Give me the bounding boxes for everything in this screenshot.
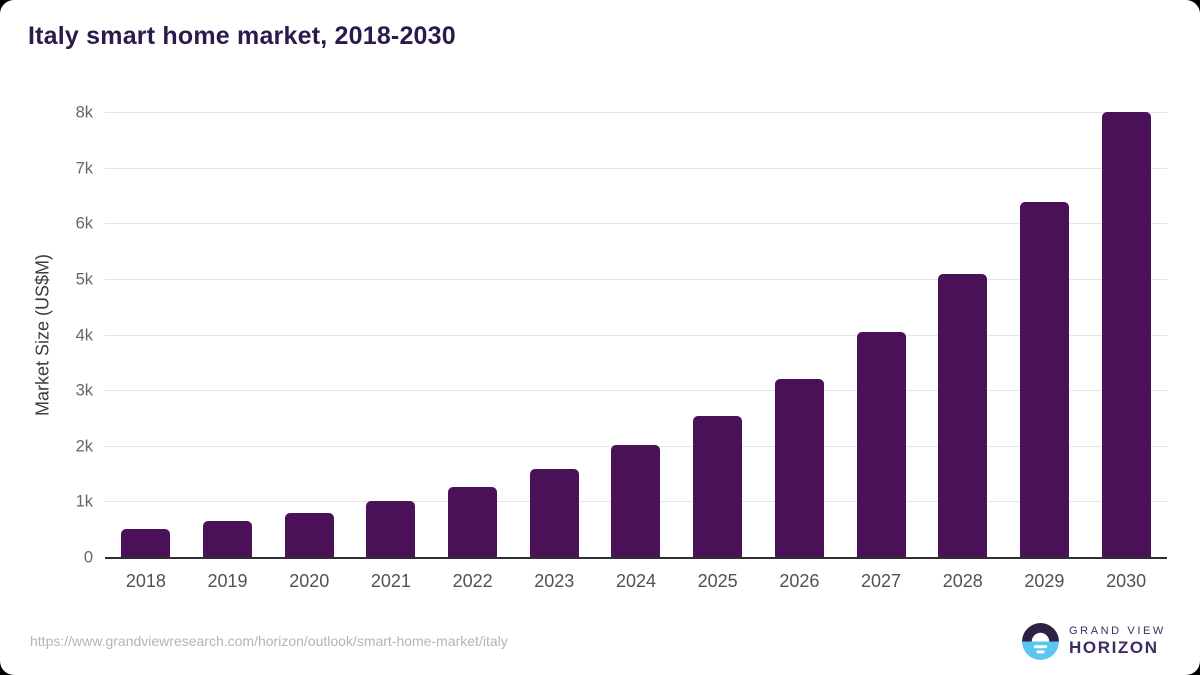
gridline — [105, 334, 1167, 336]
y-tick-label: 0 — [83, 548, 93, 567]
x-tick-label: 2030 — [1106, 571, 1147, 591]
bar-2027 — [856, 332, 906, 558]
y-tick-label: 8k — [75, 103, 93, 122]
bar-2030 — [1101, 111, 1151, 558]
x-axis-line — [105, 557, 1167, 559]
x-tick-label: 2022 — [452, 571, 493, 591]
bar-column: 2028 — [922, 113, 1004, 591]
y-tick-label: 4k — [75, 326, 93, 344]
y-tick-label: 2k — [75, 437, 93, 456]
bar-column: 2025 — [677, 113, 759, 591]
page-title: Italy smart home market, 2018-2030 — [28, 22, 456, 50]
gridline — [105, 278, 1167, 280]
bar-2019 — [203, 520, 253, 558]
x-tick-label: 2024 — [615, 571, 656, 591]
x-tick-label: 2025 — [697, 571, 738, 591]
x-tick-label: 2018 — [125, 571, 166, 591]
gridline — [105, 167, 1167, 169]
bar-2023 — [529, 469, 579, 558]
x-tick-label: 2027 — [861, 571, 902, 591]
gridline — [105, 390, 1167, 392]
bar-2024 — [611, 444, 661, 558]
bar-2022 — [448, 487, 498, 558]
x-tick-label: 2028 — [942, 571, 983, 591]
x-tick-label: 2019 — [207, 571, 248, 591]
bar-column: 2023 — [513, 113, 595, 591]
gridline — [105, 112, 1167, 113]
x-tick-label: 2021 — [370, 571, 411, 591]
bar-2026 — [774, 378, 824, 558]
bar-2025 — [693, 415, 743, 558]
brand-text: GRAND VIEW HORIZON — [1069, 625, 1166, 658]
y-tick-label: 6k — [75, 214, 93, 233]
y-tick-label: 1k — [75, 492, 93, 511]
bar-column: 2026 — [759, 113, 841, 591]
bar-column: 2021 — [350, 113, 432, 591]
y-tick-label: 7k — [75, 159, 93, 178]
bar-column: 2027 — [840, 113, 922, 591]
bar-2021 — [366, 500, 416, 558]
x-tick-label: 2020 — [289, 571, 330, 591]
bar-series: 2018 2019 2020 2021 2022 2023 2024 2025 2026 2027… — [105, 111, 1167, 591]
bar-2028 — [938, 273, 988, 558]
brand-name-top: GRAND VIEW — [1069, 625, 1166, 637]
bar-column: 2030 — [1085, 111, 1167, 591]
bar-column: 2018 — [105, 113, 187, 591]
y-tick-label: 5k — [75, 270, 93, 289]
plot-area: 0 1k 2k 3k 4k 5k 6k 7k 8k 2018 2019 2020 2021 2022 20… — [76, 104, 1167, 591]
x-tick-label: 2026 — [779, 571, 820, 591]
bar-2020 — [284, 513, 334, 558]
bar-column: 2029 — [1004, 113, 1086, 591]
bar-column: 2024 — [595, 113, 677, 591]
bar-column: 2019 — [187, 113, 269, 591]
brand-logo: GRAND VIEW HORIZON — [1020, 621, 1166, 662]
source-url: https://www.grandviewresearch.com/horizo… — [30, 633, 508, 649]
x-tick-label: 2023 — [534, 571, 575, 591]
horizon-logo-icon — [1022, 623, 1059, 660]
bar-2018 — [121, 529, 171, 558]
bar-column: 2022 — [432, 113, 514, 591]
y-tick-label: 3k — [75, 381, 93, 400]
brand-name-bottom: HORIZON — [1069, 638, 1159, 657]
x-tick-label: 2029 — [1024, 571, 1065, 591]
bar-column: 2020 — [268, 113, 350, 591]
gridline — [105, 223, 1167, 225]
bar-2029 — [1019, 202, 1069, 558]
